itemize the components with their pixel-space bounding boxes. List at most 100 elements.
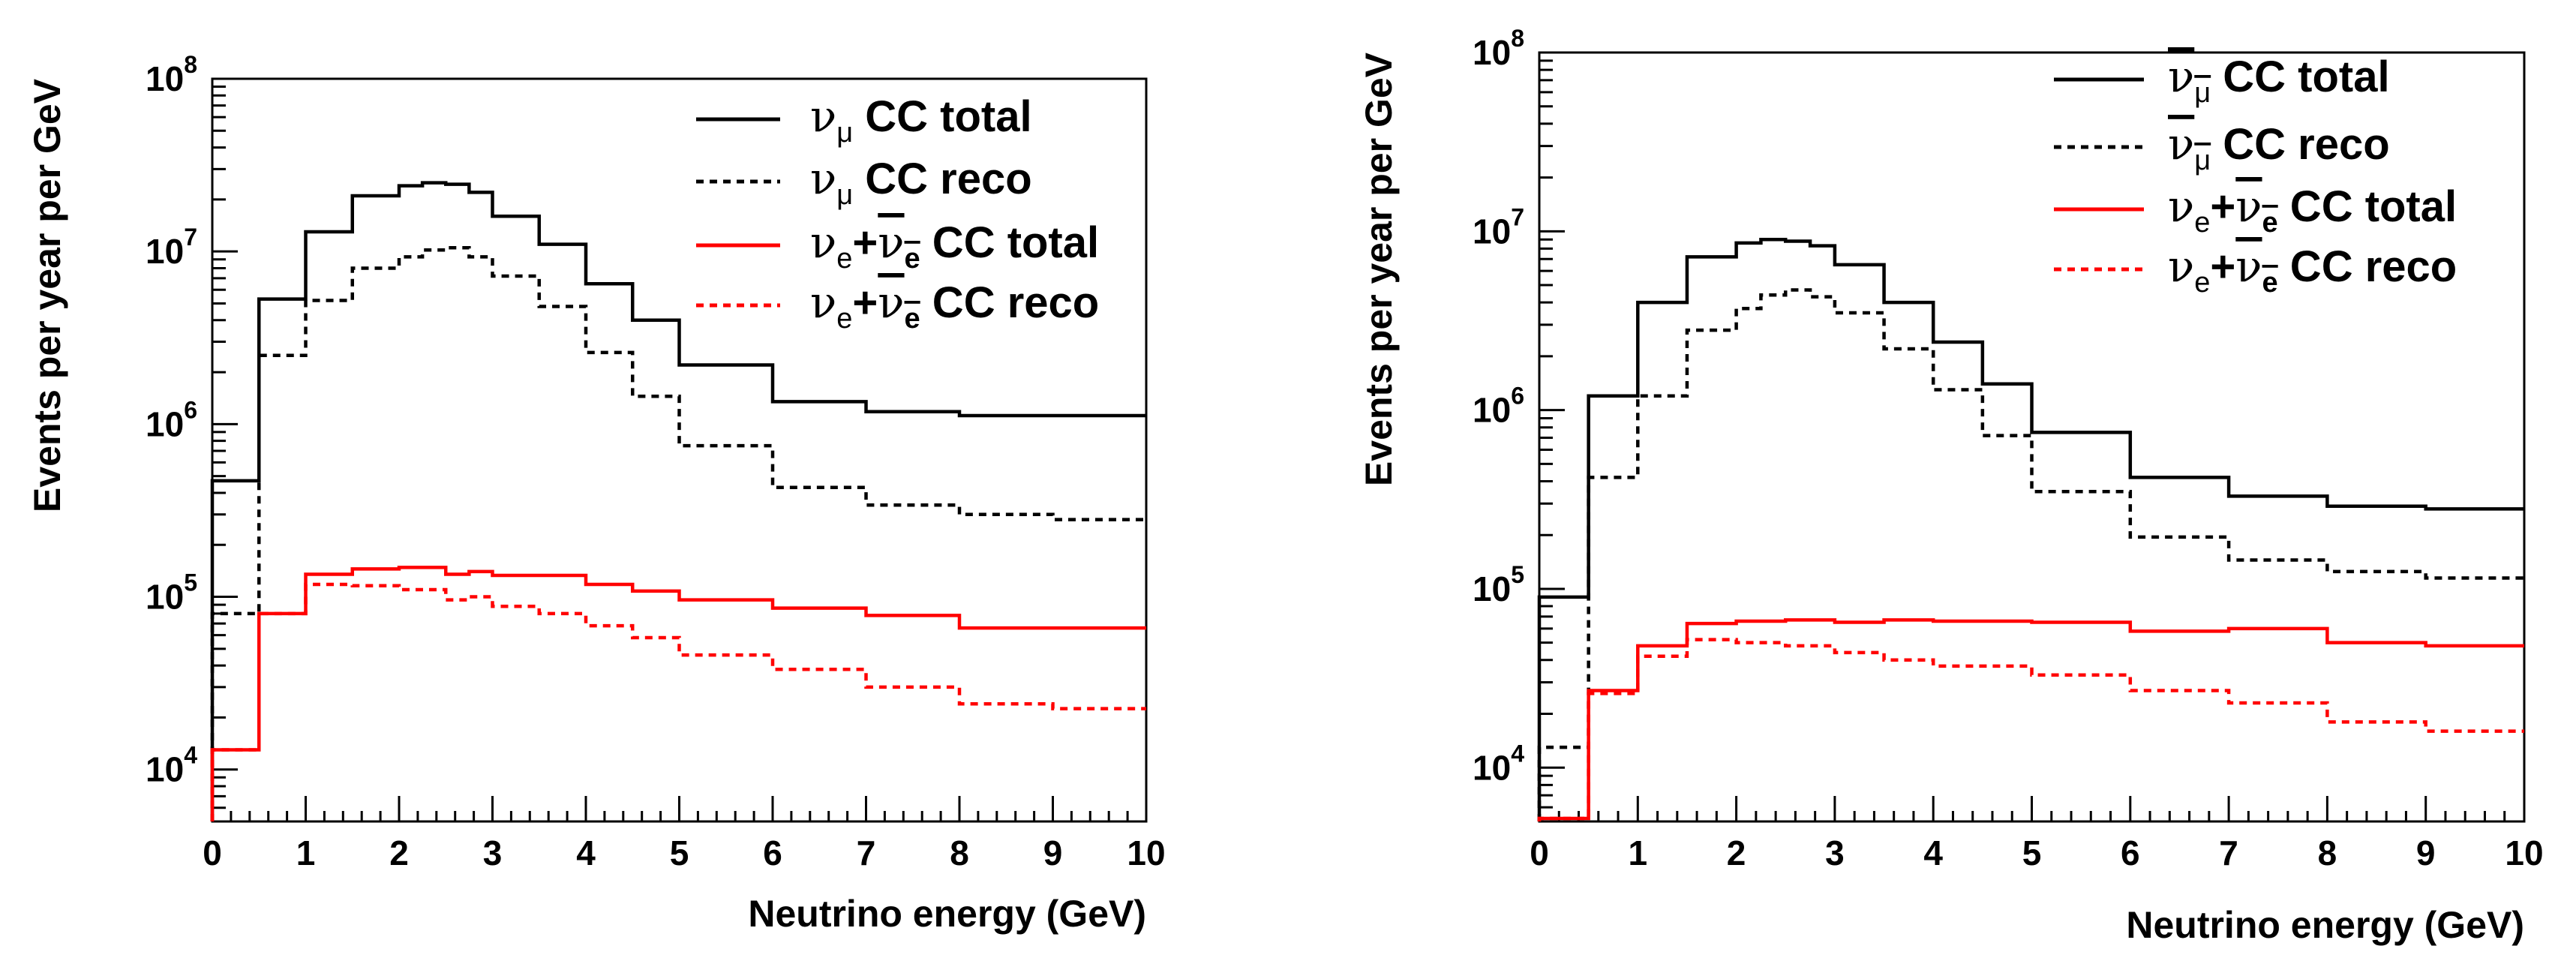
legend-symbol-2: ν	[878, 277, 904, 328]
series-2-histogram	[1537, 618, 2524, 821]
x-tick-label: 1	[1629, 833, 1648, 872]
legend-subscript-2: e	[905, 303, 920, 335]
y-tick-base: 10	[146, 232, 184, 271]
y-tick-exponent: 8	[1511, 25, 1524, 52]
legend-label: CC reco	[2211, 120, 2390, 169]
legend-plus: +	[852, 218, 878, 267]
x-axis-title: Neutrino energy (GeV)	[2126, 904, 2524, 946]
legend-subscript: e	[836, 243, 852, 275]
y-tick-exponent: 7	[1511, 203, 1524, 230]
legend-entry-2: νe+νe CC total	[810, 217, 1099, 275]
y-tick-label: 107	[1473, 203, 1524, 251]
y-tick-exponent: 5	[1511, 561, 1524, 588]
legend-subscript: μ	[2194, 145, 2211, 176]
legend-subscript-2: e	[2262, 207, 2278, 239]
y-tick-exponent: 6	[184, 396, 197, 423]
y-axis-title: Events per year per GeV	[1358, 52, 1400, 486]
y-tick-base: 10	[146, 59, 184, 98]
legend-symbol: ν	[2168, 51, 2194, 102]
series-0-histogram	[210, 181, 1146, 821]
legend-label: CC reco	[920, 278, 1100, 327]
legend-symbol: ν	[2168, 241, 2194, 292]
y-tick-base: 10	[1473, 212, 1511, 251]
legend-symbol: ν	[810, 91, 836, 142]
x-tick-label: 8	[950, 833, 969, 872]
y-tick-exponent: 7	[184, 224, 197, 251]
y-tick-base: 10	[146, 578, 184, 617]
legend-subscript: μ	[836, 117, 853, 149]
y-tick-label: 104	[146, 742, 197, 789]
legend-symbol: ν	[2168, 119, 2194, 170]
x-tick-label: 10	[2505, 833, 2543, 872]
x-tick-label: 1	[296, 833, 316, 872]
legend-entry-1: νμ CC reco	[2168, 119, 2390, 176]
y-tick-label: 105	[146, 569, 197, 617]
x-tick-label: 4	[1923, 833, 1943, 872]
x-axis-title: Neutrino energy (GeV)	[748, 893, 1146, 935]
y-tick-base: 10	[1473, 569, 1511, 608]
legend-subscript: e	[836, 303, 852, 335]
y-tick-exponent: 4	[184, 742, 197, 769]
x-tick-label: 6	[2121, 833, 2140, 872]
y-tick-label: 106	[146, 396, 197, 443]
y-tick-label: 107	[146, 224, 197, 271]
legend-entry-0: νμ CC total	[810, 91, 1032, 149]
series-3-histogram	[1537, 638, 2524, 821]
x-tick-label: 6	[763, 833, 782, 872]
y-tick-label: 108	[1473, 25, 1524, 72]
x-tick-label: 3	[1825, 833, 1845, 872]
x-tick-label: 5	[670, 833, 689, 872]
x-tick-label: 9	[2416, 833, 2436, 872]
y-tick-label: 108	[146, 51, 197, 98]
y-tick-base: 10	[1473, 391, 1511, 430]
y-tick-label: 106	[1473, 383, 1524, 430]
x-tick-label: 2	[1727, 833, 1746, 872]
legend-entry-0: νμ CC total	[2168, 51, 2390, 109]
series-0-histogram	[1537, 237, 2524, 821]
x-tick-label: 4	[576, 833, 596, 872]
legend-subscript: e	[2194, 267, 2210, 299]
series-1-histogram	[1537, 288, 2524, 821]
series-1-histogram	[210, 246, 1146, 821]
legend-entry-1: νμ CC reco	[810, 153, 1032, 211]
y-tick-exponent: 4	[1511, 740, 1524, 767]
legend-plus: +	[2210, 242, 2235, 291]
x-tick-label: 2	[389, 833, 409, 872]
x-tick-label: 0	[1530, 833, 1549, 872]
legend-label: CC total	[2211, 53, 2389, 101]
legend-symbol: ν	[810, 217, 836, 268]
legend-entry-2: νe+νe CC total	[2168, 181, 2457, 239]
series-2-histogram	[210, 566, 1146, 821]
x-tick-label: 7	[2219, 833, 2238, 872]
y-tick-base: 10	[146, 750, 184, 789]
legend-subscript-2: e	[2262, 267, 2278, 299]
legend-entry-3: νe+νe CC reco	[810, 277, 1099, 335]
y-tick-label: 105	[1473, 561, 1524, 608]
y-axis-title: Events per year per GeV	[26, 78, 68, 512]
x-tick-label: 5	[2022, 833, 2042, 872]
y-tick-base: 10	[1473, 33, 1511, 72]
legend-plus: +	[852, 278, 878, 327]
legend-entry-3: νe+νe CC reco	[2168, 241, 2457, 299]
legend-label: CC total	[853, 92, 1031, 141]
y-tick-base: 10	[146, 404, 184, 443]
x-tick-label: 10	[1127, 833, 1165, 872]
legend-subscript: μ	[2194, 77, 2211, 109]
legend-symbol-2: ν	[2235, 181, 2262, 232]
x-tick-label: 7	[857, 833, 876, 872]
y-tick-exponent: 8	[184, 51, 197, 78]
y-tick-label: 104	[1473, 740, 1524, 787]
legend-symbol-2: ν	[878, 217, 904, 268]
x-tick-label: 9	[1043, 833, 1063, 872]
x-tick-label: 8	[2318, 833, 2337, 872]
series-3-histogram	[210, 582, 1146, 821]
legend-label: CC reco	[853, 155, 1032, 203]
x-tick-label: 0	[203, 833, 222, 872]
y-tick-base: 10	[1473, 748, 1511, 787]
legend-symbol: ν	[810, 277, 836, 328]
legend-symbol: ν	[2168, 181, 2194, 232]
